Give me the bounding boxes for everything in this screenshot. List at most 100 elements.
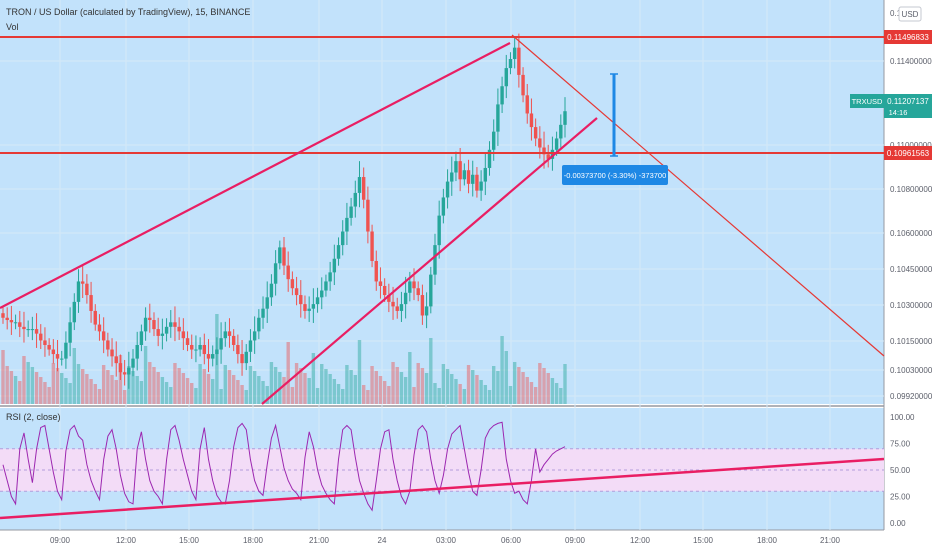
candle-body[interactable] (93, 310, 97, 325)
candle-body[interactable] (18, 322, 22, 327)
candle-body[interactable] (395, 306, 399, 311)
candle-body[interactable] (114, 356, 118, 364)
candle-body[interactable] (215, 349, 219, 355)
candle-body[interactable] (450, 172, 454, 182)
candle-body[interactable] (357, 177, 362, 193)
candle-body[interactable] (353, 192, 357, 207)
candle-body[interactable] (420, 295, 425, 316)
candle-body[interactable] (374, 261, 378, 282)
candle-body[interactable] (512, 47, 517, 60)
candle-body[interactable] (97, 324, 102, 332)
candle-body[interactable] (30, 329, 35, 331)
candle-body[interactable] (248, 340, 253, 352)
candle-body[interactable] (433, 245, 437, 275)
candle-body[interactable] (106, 340, 110, 350)
candle-body[interactable] (387, 295, 391, 302)
candle-body[interactable] (345, 217, 349, 232)
candle-body[interactable] (22, 326, 26, 330)
candle-body[interactable] (143, 317, 148, 332)
candle-body[interactable] (492, 131, 496, 150)
candle-body[interactable] (483, 167, 488, 182)
candle-body[interactable] (332, 258, 337, 273)
candle-body[interactable] (211, 354, 215, 359)
candle-body[interactable] (533, 127, 538, 139)
candle-body[interactable] (190, 344, 194, 350)
candle-body[interactable] (173, 322, 177, 327)
candle-body[interactable] (43, 340, 47, 345)
candle-body[interactable] (378, 281, 383, 286)
candle-body[interactable] (424, 306, 429, 316)
candle-body[interactable] (554, 138, 559, 150)
candle-body[interactable] (336, 245, 341, 259)
candle-body[interactable] (349, 206, 353, 218)
candle-body[interactable] (164, 326, 169, 334)
candle-body[interactable] (382, 285, 387, 296)
candle-body[interactable] (546, 154, 550, 159)
candle-body[interactable] (282, 247, 286, 266)
candle-body[interactable] (563, 111, 567, 125)
candle-body[interactable] (118, 363, 123, 373)
candle-body[interactable] (471, 174, 475, 184)
candle-body[interactable] (51, 349, 56, 355)
candle-body[interactable] (244, 351, 248, 364)
candle-body[interactable] (437, 215, 441, 246)
descending-trendline[interactable] (511, 34, 885, 357)
candle-body[interactable] (39, 333, 43, 341)
candle-body[interactable] (156, 329, 160, 336)
candle-body[interactable] (34, 329, 39, 334)
candle-body[interactable] (206, 354, 211, 359)
rsi-trendline[interactable] (0, 457, 885, 520)
lower-channel-trendline[interactable] (261, 117, 598, 405)
candle-body[interactable] (223, 331, 227, 339)
candle-body[interactable] (68, 322, 72, 343)
candle-body[interactable] (181, 331, 186, 339)
candle-body[interactable] (311, 304, 316, 309)
candle-body[interactable] (475, 174, 479, 191)
candle-body[interactable] (458, 161, 462, 180)
currency-button[interactable] (898, 6, 922, 22)
candle-body[interactable] (76, 281, 81, 302)
candle-body[interactable] (487, 149, 492, 168)
candle-body[interactable] (320, 290, 324, 298)
candle-body[interactable] (391, 301, 395, 307)
candle-body[interactable] (445, 181, 450, 198)
candle-body[interactable] (252, 331, 257, 341)
candle-body[interactable] (47, 344, 51, 350)
candle-body[interactable] (5, 317, 9, 321)
candle-body[interactable] (521, 74, 525, 96)
candle-body[interactable] (559, 124, 563, 139)
candle-body[interactable] (177, 326, 181, 332)
candle-body[interactable] (169, 322, 173, 327)
candle-body[interactable] (139, 331, 144, 345)
candle-body[interactable] (504, 68, 508, 87)
candle-body[interactable] (399, 304, 404, 311)
candle-body[interactable] (9, 320, 14, 323)
candle-body[interactable] (441, 197, 446, 216)
candle-body[interactable] (72, 301, 76, 323)
candle-body[interactable] (85, 283, 89, 296)
candle-body[interactable] (152, 320, 156, 330)
candle-body[interactable] (185, 338, 190, 345)
candle-body[interactable] (408, 281, 412, 293)
candle-body[interactable] (299, 295, 303, 305)
candle-body[interactable] (412, 281, 416, 289)
candle-body[interactable] (324, 281, 328, 291)
candle-body[interactable] (26, 329, 30, 331)
candle-body[interactable] (328, 272, 332, 282)
candle-body[interactable] (55, 354, 60, 359)
candle-body[interactable] (219, 338, 223, 350)
candle-body[interactable] (500, 86, 504, 105)
candle-body[interactable] (122, 372, 127, 375)
candle-body[interactable] (366, 199, 370, 232)
rsi-line[interactable] (2, 421, 566, 512)
candle-body[interactable] (454, 161, 458, 173)
candle-body[interactable] (110, 349, 114, 357)
candle-body[interactable] (403, 292, 408, 305)
candle-body[interactable] (370, 231, 374, 262)
candle-body[interactable] (269, 283, 274, 298)
candle-body[interactable] (135, 344, 139, 359)
candle-body[interactable] (517, 47, 521, 75)
candle-body[interactable] (60, 358, 64, 360)
candle-body[interactable] (542, 147, 546, 155)
candle-body[interactable] (525, 95, 529, 114)
